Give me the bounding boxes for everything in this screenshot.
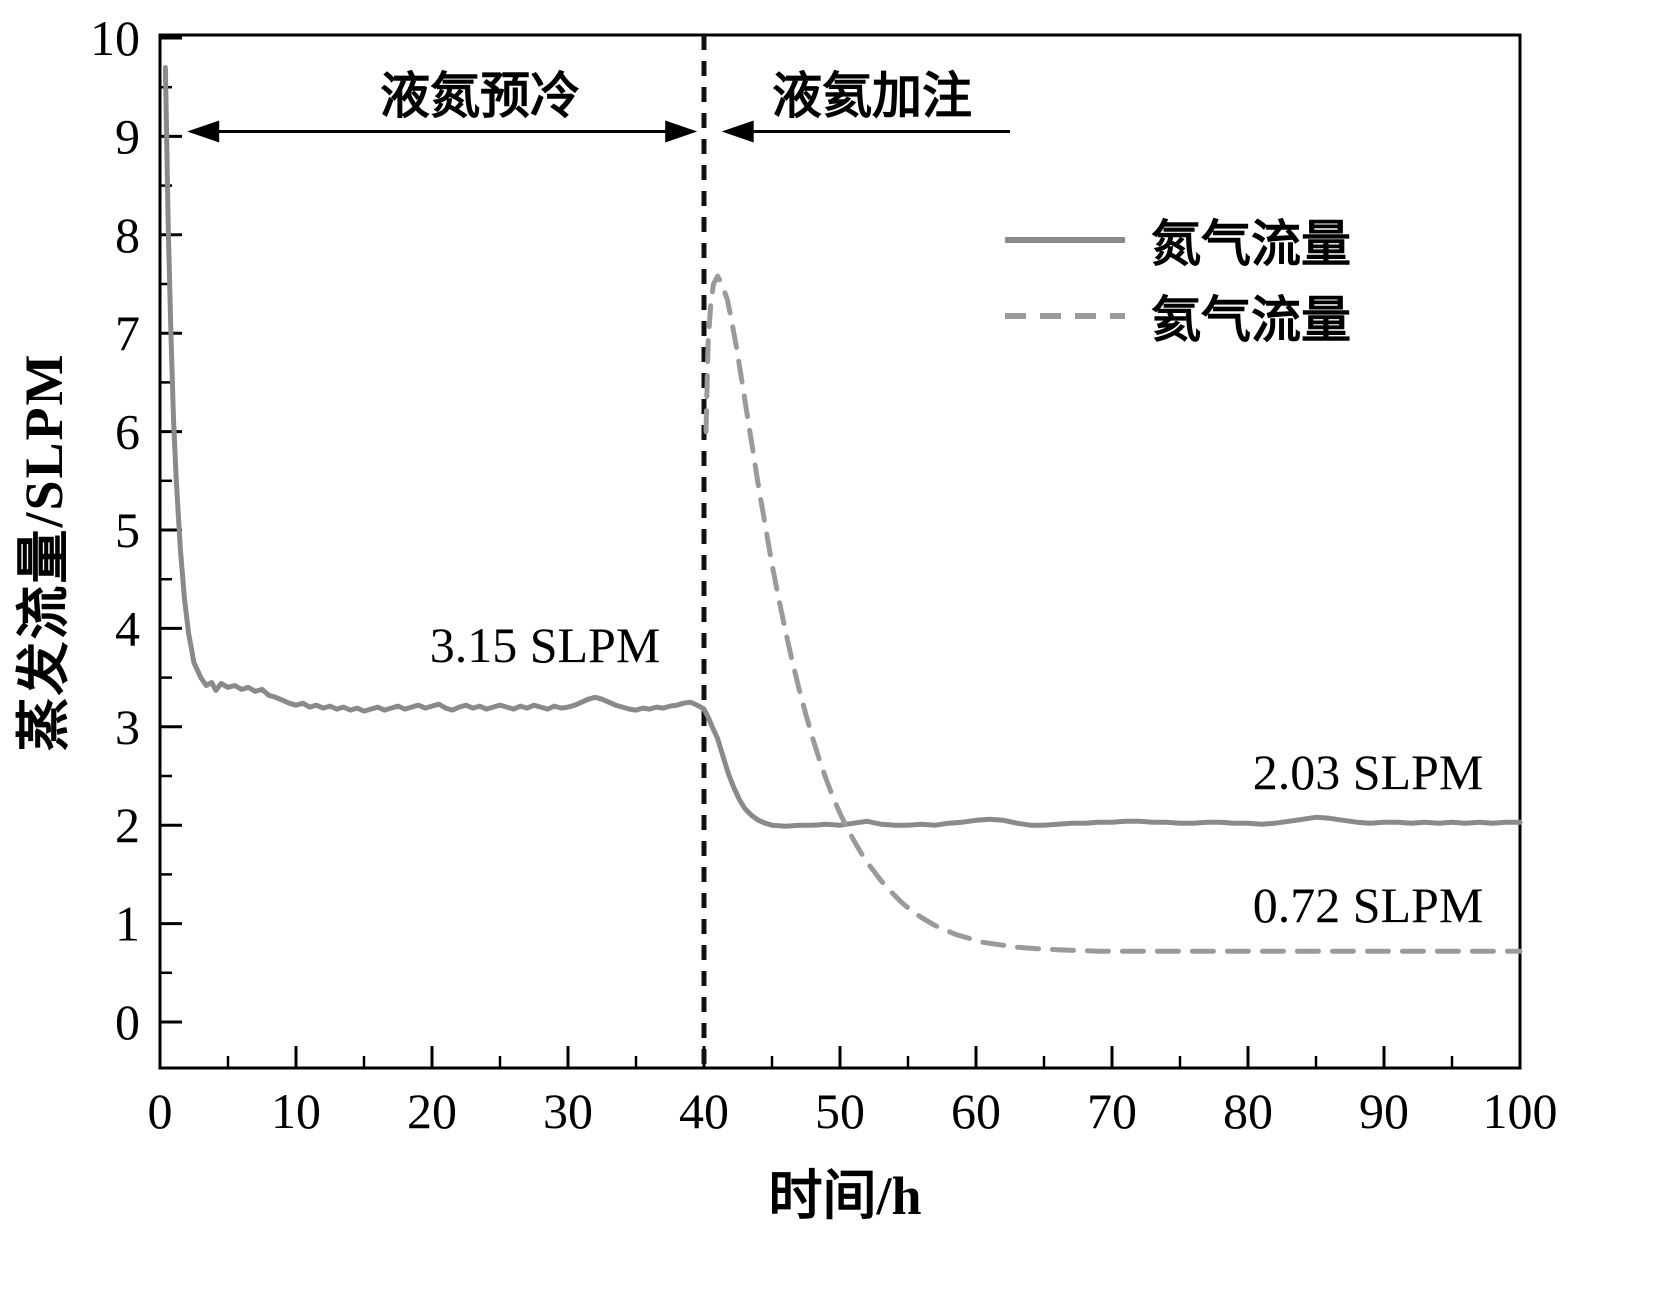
solid-line-sample	[1005, 237, 1125, 243]
dashed-line-sample	[1005, 313, 1125, 319]
arrowhead-icon	[721, 120, 754, 143]
y-tick-label: 7	[115, 305, 140, 361]
annotation-precool-label: 液氮预冷	[380, 68, 580, 124]
series-line-0	[162, 65, 1523, 829]
annotation-helium-fill-label: 液氦加注	[772, 68, 972, 124]
legend-label-nitrogen: 氮气流量	[1151, 216, 1351, 272]
arrowhead-icon	[665, 120, 698, 143]
y-tick-label: 0	[115, 994, 140, 1050]
y-tick-label: 8	[115, 207, 140, 263]
y-tick-label: 3	[115, 699, 140, 755]
y-tick-label: 10	[90, 10, 140, 66]
x-tick-label: 50	[815, 1083, 865, 1139]
x-tick-label: 10	[271, 1083, 321, 1139]
y-tick-label: 6	[115, 404, 140, 460]
x-tick-label: 40	[679, 1083, 729, 1139]
x-tick-label: 30	[543, 1083, 593, 1139]
x-tick-label: 90	[1359, 1083, 1409, 1139]
y-tick-label: 4	[115, 600, 140, 656]
y-tick-label: 9	[115, 108, 140, 164]
value-label-3-15-slpm: 3.15 SLPM	[429, 617, 661, 673]
x-tick-label: 80	[1223, 1083, 1273, 1139]
x-tick-label: 60	[951, 1083, 1001, 1139]
legend-item-nitrogen: 氮气流量	[1005, 202, 1351, 278]
legend-label-helium: 氦气流量	[1151, 292, 1351, 348]
legend: 氮气流量 氦气流量	[1005, 202, 1351, 354]
legend-item-helium: 氦气流量	[1005, 278, 1351, 354]
y-axis-title: 蒸发流量/SLPM	[14, 352, 74, 752]
series-line-1	[703, 273, 1523, 954]
x-axis-title: 时间/h	[768, 1166, 922, 1226]
x-tick-label: 0	[148, 1083, 173, 1139]
arrowhead-icon	[187, 120, 220, 143]
value-label-0-72-slpm: 0.72 SLPM	[1252, 877, 1484, 933]
value-label-2-03-slpm: 2.03 SLPM	[1252, 744, 1484, 800]
x-tick-label: 70	[1087, 1083, 1137, 1139]
plot-frame	[158, 33, 1522, 1070]
y-tick-label: 5	[115, 502, 140, 558]
x-tick-label: 20	[407, 1083, 457, 1139]
y-tick-label: 1	[115, 896, 140, 952]
y-tick-label: 2	[115, 797, 140, 853]
x-tick-label: 100	[1483, 1083, 1558, 1139]
